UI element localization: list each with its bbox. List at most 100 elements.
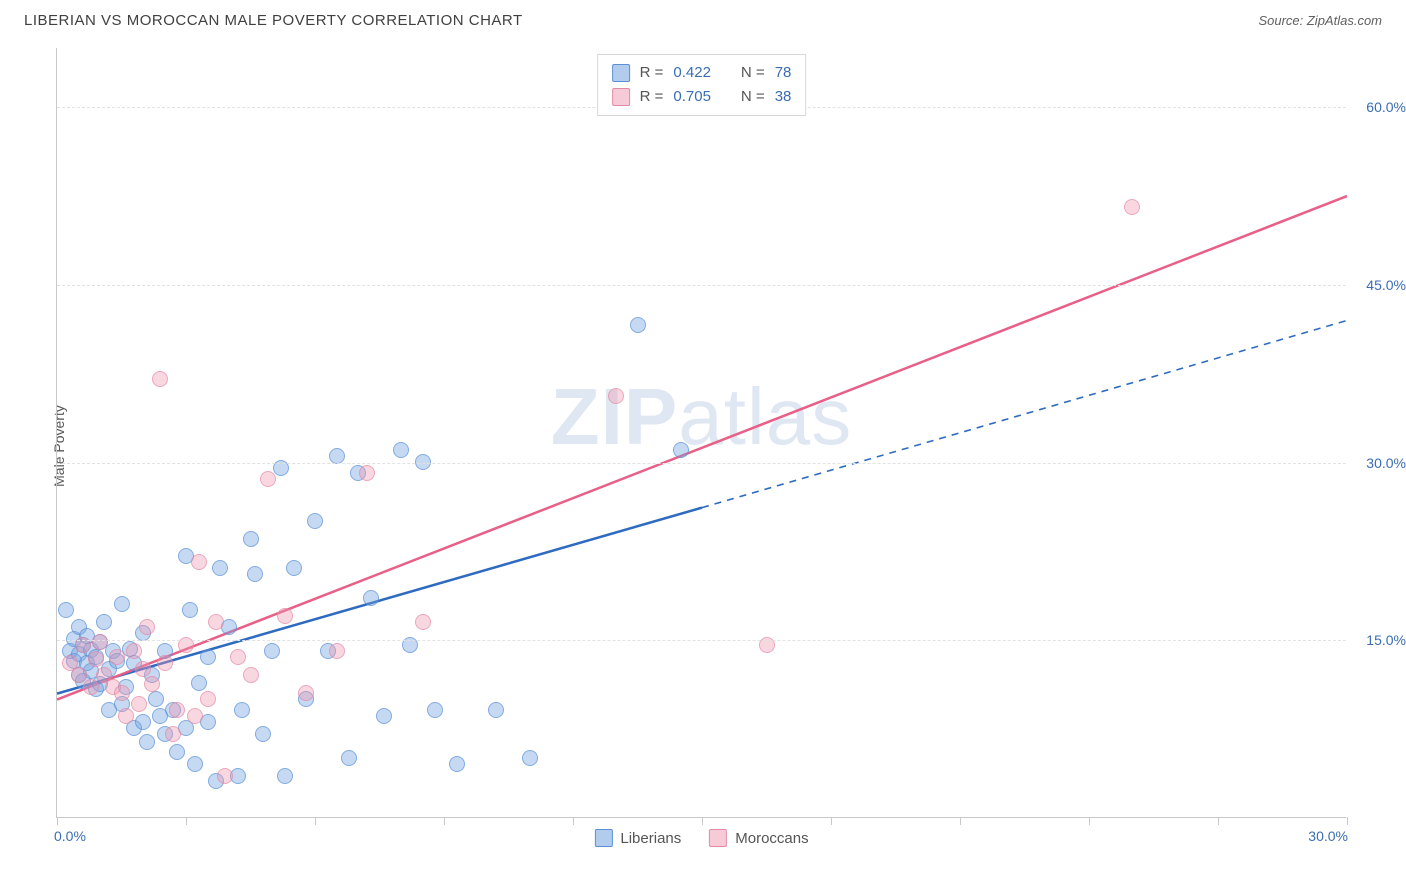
scatter-point (329, 448, 345, 464)
scatter-point (286, 560, 302, 576)
scatter-point (415, 614, 431, 630)
scatter-point (243, 531, 259, 547)
scatter-point (71, 667, 87, 683)
scatter-point (187, 756, 203, 772)
scatter-point (264, 643, 280, 659)
trend-line (57, 196, 1347, 699)
source-label: Source: ZipAtlas.com (1258, 13, 1382, 28)
x-tick-label: 0.0% (54, 828, 86, 844)
scatter-point (277, 608, 293, 624)
scatter-point (363, 590, 379, 606)
scatter-point (58, 602, 74, 618)
legend-row-blue: R = 0.422 N = 78 (612, 61, 792, 85)
scatter-point (200, 649, 216, 665)
y-tick-label: 60.0% (1366, 99, 1406, 115)
scatter-point (165, 726, 181, 742)
gridline (57, 463, 1346, 464)
scatter-point (191, 675, 207, 691)
scatter-point (329, 643, 345, 659)
scatter-point (200, 691, 216, 707)
r-label: R = (640, 61, 664, 85)
x-tick (315, 817, 316, 825)
scatter-point (307, 513, 323, 529)
chart-plot-area: ZIPatlas 15.0%30.0%45.0%60.0% R = 0.422 … (56, 48, 1346, 818)
scatter-point (114, 685, 130, 701)
trend-line (702, 320, 1347, 507)
scatter-point (359, 465, 375, 481)
scatter-point (247, 566, 263, 582)
scatter-point (157, 655, 173, 671)
swatch-pink (612, 88, 630, 106)
x-tick (57, 817, 58, 825)
scatter-point (169, 702, 185, 718)
chart-title: LIBERIAN VS MOROCCAN MALE POVERTY CORREL… (24, 12, 523, 29)
n-value: 38 (775, 85, 792, 109)
scatter-point (144, 676, 160, 692)
scatter-point (212, 560, 228, 576)
x-tick (444, 817, 445, 825)
scatter-point (88, 651, 104, 667)
scatter-point (260, 471, 276, 487)
swatch-blue (612, 64, 630, 82)
n-label: N = (741, 61, 765, 85)
scatter-point (217, 768, 233, 784)
x-tick (1347, 817, 1348, 825)
r-label: R = (640, 85, 664, 109)
gridline (57, 285, 1346, 286)
trend-line (57, 508, 702, 694)
scatter-point (243, 667, 259, 683)
scatter-point (131, 696, 147, 712)
scatter-point (126, 643, 142, 659)
n-value: 78 (775, 61, 792, 85)
scatter-point (148, 691, 164, 707)
scatter-point (208, 614, 224, 630)
scatter-point (114, 596, 130, 612)
scatter-point (191, 554, 207, 570)
scatter-point (234, 702, 250, 718)
scatter-point (169, 744, 185, 760)
y-tick-label: 15.0% (1366, 632, 1406, 648)
scatter-point (139, 734, 155, 750)
scatter-point (488, 702, 504, 718)
scatter-point (255, 726, 271, 742)
scatter-point (1124, 199, 1140, 215)
correlation-legend: R = 0.422 N = 78 R = 0.705 N = 38 (597, 54, 807, 116)
scatter-point (139, 619, 155, 635)
scatter-point (135, 661, 151, 677)
x-tick (960, 817, 961, 825)
scatter-point (673, 442, 689, 458)
x-tick (702, 817, 703, 825)
scatter-point (109, 649, 125, 665)
scatter-point (230, 649, 246, 665)
x-tick (573, 817, 574, 825)
y-tick-label: 45.0% (1366, 277, 1406, 293)
r-value: 0.422 (673, 61, 711, 85)
gridline (57, 640, 1346, 641)
legend-row-pink: R = 0.705 N = 38 (612, 85, 792, 109)
scatter-point (135, 714, 151, 730)
scatter-point (152, 371, 168, 387)
y-tick-label: 30.0% (1366, 455, 1406, 471)
scatter-point (83, 679, 99, 695)
scatter-point (298, 685, 314, 701)
x-tick (1089, 817, 1090, 825)
trend-lines-layer (57, 48, 1346, 817)
n-label: N = (741, 85, 765, 109)
scatter-point (608, 388, 624, 404)
x-tick-label: 30.0% (1308, 828, 1348, 844)
x-tick (186, 817, 187, 825)
x-tick (1218, 817, 1219, 825)
scatter-point (630, 317, 646, 333)
scatter-point (522, 750, 538, 766)
scatter-point (341, 750, 357, 766)
x-axis-labels: 0.0% 30.0% (56, 828, 1346, 852)
scatter-point (277, 768, 293, 784)
r-value: 0.705 (673, 85, 711, 109)
scatter-point (427, 702, 443, 718)
scatter-point (96, 614, 112, 630)
scatter-point (393, 442, 409, 458)
scatter-point (187, 708, 203, 724)
scatter-point (182, 602, 198, 618)
scatter-point (449, 756, 465, 772)
scatter-point (376, 708, 392, 724)
